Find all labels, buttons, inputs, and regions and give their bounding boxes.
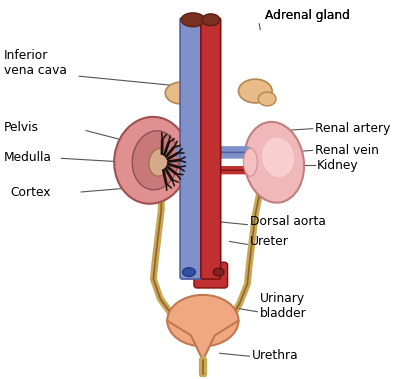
Ellipse shape	[182, 268, 196, 277]
FancyBboxPatch shape	[201, 18, 221, 279]
Text: Cortex: Cortex	[10, 186, 50, 199]
Ellipse shape	[181, 13, 205, 27]
Ellipse shape	[167, 295, 238, 346]
Text: Kidney: Kidney	[317, 159, 358, 172]
Text: Urinary
bladder: Urinary bladder	[260, 292, 307, 320]
Ellipse shape	[202, 14, 220, 26]
FancyBboxPatch shape	[180, 18, 206, 279]
Text: Inferior
vena cava: Inferior vena cava	[4, 49, 67, 77]
Text: Adrenal gland: Adrenal gland	[265, 9, 350, 22]
Ellipse shape	[165, 82, 197, 104]
Ellipse shape	[132, 131, 178, 190]
Ellipse shape	[243, 149, 257, 176]
Text: Renal vein: Renal vein	[315, 144, 379, 157]
Ellipse shape	[149, 149, 170, 176]
Ellipse shape	[262, 137, 294, 177]
Text: Dorsal aorta: Dorsal aorta	[250, 215, 326, 228]
Ellipse shape	[114, 117, 189, 204]
Ellipse shape	[238, 79, 272, 103]
Ellipse shape	[213, 268, 224, 276]
Text: Medulla: Medulla	[4, 151, 52, 164]
Ellipse shape	[244, 122, 304, 203]
Ellipse shape	[258, 92, 276, 106]
Text: Urethra: Urethra	[252, 349, 299, 362]
Polygon shape	[167, 321, 238, 360]
Text: Ureter: Ureter	[250, 235, 289, 248]
Text: Renal artery: Renal artery	[315, 122, 390, 135]
Text: Pelvis: Pelvis	[4, 121, 39, 134]
FancyBboxPatch shape	[194, 262, 227, 288]
Text: Adrenal gland: Adrenal gland	[265, 9, 350, 22]
